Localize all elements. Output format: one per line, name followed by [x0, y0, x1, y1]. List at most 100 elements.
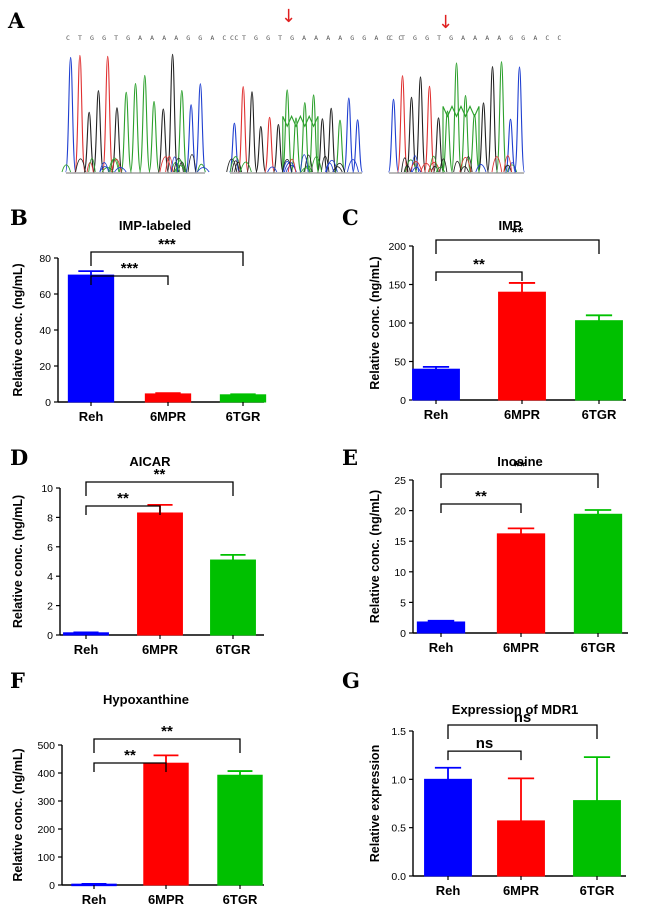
panel-letter-c: C [342, 205, 359, 230]
trace-peak [111, 107, 123, 173]
chart-panel-e: E Inosine Relative conc. (ng/mL) 0 5 10 15 20 25… [342, 445, 628, 655]
trace-noise [453, 160, 462, 173]
trace-noise [226, 158, 238, 173]
trace-peak [255, 126, 267, 173]
significance-label: ** [161, 723, 173, 740]
trace-noise [282, 160, 292, 173]
trace-noise [503, 155, 513, 173]
trace-peak [92, 90, 105, 173]
trace-heterozygous [282, 114, 319, 172]
significance-label: *** [121, 260, 139, 277]
significance-bracket [435, 271, 523, 281]
y-tick-label: 50 [394, 357, 406, 369]
bar-6tgr [575, 320, 623, 401]
trace-peak [308, 94, 319, 173]
trace-noise [427, 161, 441, 173]
y-tick-label: 0.5 [391, 823, 406, 835]
trace-peak [334, 119, 346, 173]
y-tick-label: 0 [47, 630, 53, 642]
panel-a-chromatograms: A C T G G T G A A A A G G A C C C T G G … [7, 6, 561, 174]
x-tick-label: 6TGR [223, 892, 258, 907]
trace-peak [406, 96, 417, 173]
trace-noise [267, 166, 278, 173]
x-tick-label: 6TGR [582, 407, 617, 422]
trace-peak [281, 89, 293, 173]
y-axis-label: Relative conc. (ng/mL) [368, 490, 382, 623]
trace-noise [429, 155, 438, 173]
x-tick-label: 6MPR [504, 407, 541, 422]
trace-noise [281, 158, 293, 173]
sequence-label-1: C T G G T G A A A A G G A C C [66, 34, 240, 42]
trace-peak [433, 117, 444, 173]
y-tick-label: 2 [47, 601, 53, 613]
trace-noise [99, 162, 109, 173]
significance-label: ** [475, 488, 487, 505]
significance-label: ** [514, 458, 526, 475]
trace-peak [451, 62, 462, 173]
y-tick-label: 4 [47, 571, 53, 583]
panel-letter-e: E [342, 445, 358, 470]
trace-noise [401, 157, 409, 173]
y-tick-label: 80 [39, 253, 51, 265]
trace-noise [459, 157, 472, 173]
trace-peak [229, 122, 240, 173]
trace-noise [229, 156, 242, 173]
trace-noise [475, 164, 487, 173]
trace-noise [409, 161, 423, 173]
significance-bracket [435, 239, 600, 254]
bar-reh [424, 778, 472, 877]
mutation-arrow-2: ↓ [438, 12, 453, 33]
chart-panel-d: D AICAR Relative conc. (ng/mL) 0 2 4 6 8 10 Reh 6M… [10, 445, 264, 657]
trace-noise [325, 162, 335, 173]
trace-peak [397, 75, 408, 173]
y-tick-label: 0 [49, 880, 55, 892]
mutation-arrow-1: ↓ [281, 6, 296, 27]
trace-peak [442, 110, 453, 173]
bar-6mpr [496, 533, 546, 634]
x-tick-label: Reh [429, 640, 454, 655]
panel-letter-a: A [7, 8, 25, 33]
x-tick-label: 6MPR [142, 642, 179, 657]
trace-peak [487, 66, 498, 173]
trace-peak [237, 86, 249, 173]
y-tick-label: 0.0 [391, 871, 406, 883]
trace-peak [469, 113, 480, 173]
trace-noise [287, 158, 297, 173]
trace-noise [404, 159, 417, 173]
trace-noise [165, 155, 174, 173]
y-tick-label: 15 [394, 536, 406, 548]
bar-6mpr [137, 512, 183, 636]
trace-noise [173, 157, 184, 173]
trace-noise [508, 162, 517, 173]
chart-panel-g: G Expression of MDR1 Relative expression 0.… [342, 668, 626, 898]
trace-peak [246, 91, 258, 173]
x-tick-label: 6TGR [581, 640, 616, 655]
significance-label: ** [124, 747, 136, 764]
y-axis-label: Relative conc. (ng/mL) [11, 495, 25, 628]
y-tick-label: 0 [45, 397, 51, 409]
trace-peak [129, 82, 142, 173]
trace-noise [334, 162, 346, 173]
x-tick-label: 6MPR [148, 892, 185, 907]
trace-noise [464, 156, 473, 173]
trace-noise [439, 158, 448, 173]
significance-bracket [440, 473, 599, 488]
trace-peak [415, 76, 426, 173]
bar-reh [412, 368, 460, 401]
trace-peak [176, 90, 188, 173]
trace-peak [352, 119, 363, 173]
trace-peak [505, 118, 516, 173]
chart-title: IMP [498, 218, 521, 233]
trace-noise [403, 164, 411, 173]
trace-peak [120, 91, 132, 173]
trace-noise [114, 167, 127, 173]
trace-noise [239, 161, 252, 173]
trace-noise [300, 167, 311, 173]
trace-noise [187, 154, 197, 173]
significance-bracket [447, 750, 522, 761]
panel-letter-d: D [10, 445, 28, 470]
trace-noise [460, 166, 469, 173]
y-tick-label: 500 [37, 740, 55, 752]
